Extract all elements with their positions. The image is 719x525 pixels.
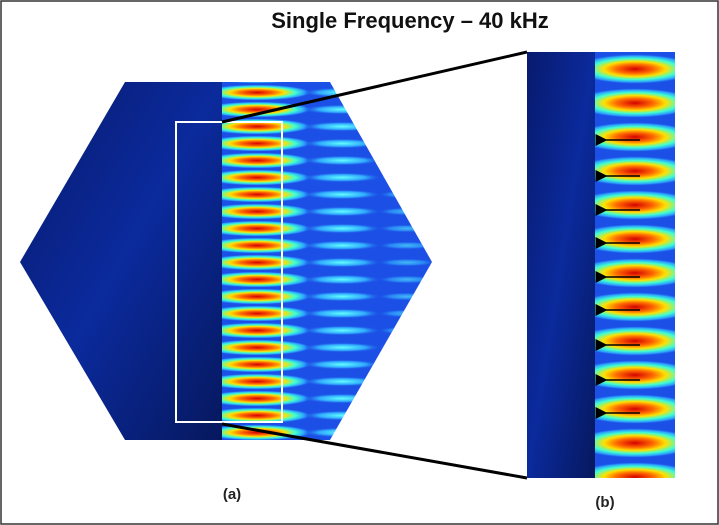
dark-region [527, 52, 595, 478]
title: Single Frequency – 40 kHz [271, 8, 549, 33]
zoom-panel [527, 52, 675, 478]
zoom-line [221, 50, 528, 124]
heatmap-region [595, 52, 675, 478]
panel-label: (b) [595, 494, 614, 511]
panel-label: (a) [223, 486, 241, 503]
zoom-box [175, 121, 283, 423]
zoom-line [221, 422, 528, 480]
arrows [595, 134, 640, 419]
